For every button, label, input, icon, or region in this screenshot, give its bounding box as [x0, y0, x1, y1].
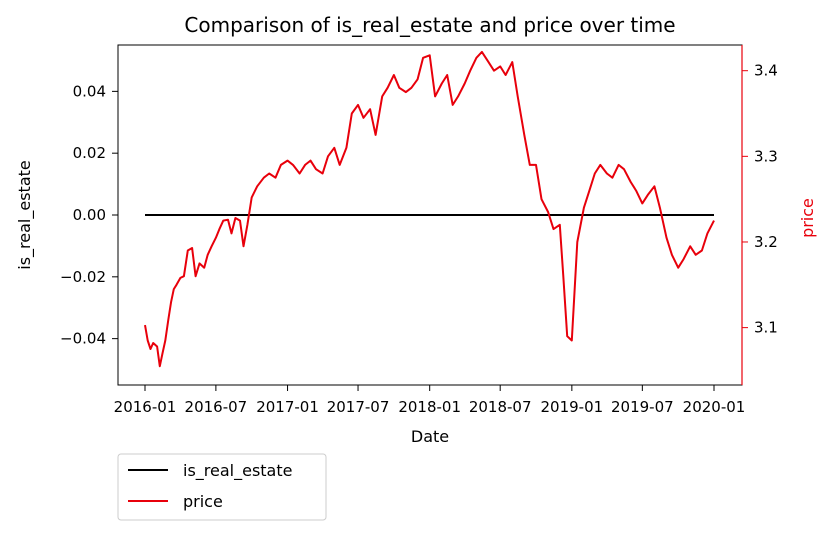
- x-tick-label: 2019-07: [611, 398, 674, 416]
- x-tick-label: 2019-01: [541, 398, 604, 416]
- right-y-axis-label: price: [798, 198, 817, 238]
- left-y-axis-label: is_real_estate: [15, 160, 35, 269]
- x-tick-label: 2020-01: [683, 398, 746, 416]
- series-line-price: [144, 50, 715, 368]
- right-y-tick-label: 3.4: [754, 62, 778, 80]
- left-y-tick-label: −0.04: [60, 330, 106, 348]
- legend-label-is-real-estate: is_real_estate: [183, 461, 292, 481]
- x-tick-label: 2018-07: [469, 398, 532, 416]
- legend: is_real_estate price: [117, 453, 327, 521]
- legend-label-price: price: [183, 492, 223, 511]
- x-tick-label: 2016-01: [114, 398, 177, 416]
- left-y-tick-label: 0.02: [73, 144, 106, 162]
- x-axis-label: Date: [411, 427, 449, 446]
- left-y-tick-label: 0.04: [73, 82, 106, 100]
- x-tick-label: 2017-07: [327, 398, 390, 416]
- left-y-tick-label: −0.02: [60, 268, 106, 286]
- x-tick-label: 2016-07: [185, 398, 248, 416]
- x-tick-label: 2018-01: [398, 398, 461, 416]
- right-y-tick-label: 3.1: [754, 319, 778, 337]
- right-y-tick-label: 3.3: [754, 147, 778, 165]
- x-axis-ticks: 2016-01 2016-07 2017-01 2017-07 2018-01 2018-…: [114, 385, 746, 416]
- legend-frame: [117, 453, 327, 521]
- left-y-axis-ticks: −0.04 −0.02 0.00 0.02 0.04: [60, 82, 118, 348]
- left-y-tick-label: 0.00: [73, 206, 106, 224]
- right-y-axis-ticks: 3.1 3.2 3.3 3.4: [742, 62, 778, 337]
- right-y-tick-label: 3.2: [754, 233, 778, 251]
- chart-title: Comparison of is_real_estate and price o…: [184, 13, 675, 37]
- series-layer: [144, 50, 715, 368]
- x-tick-label: 2017-01: [256, 398, 319, 416]
